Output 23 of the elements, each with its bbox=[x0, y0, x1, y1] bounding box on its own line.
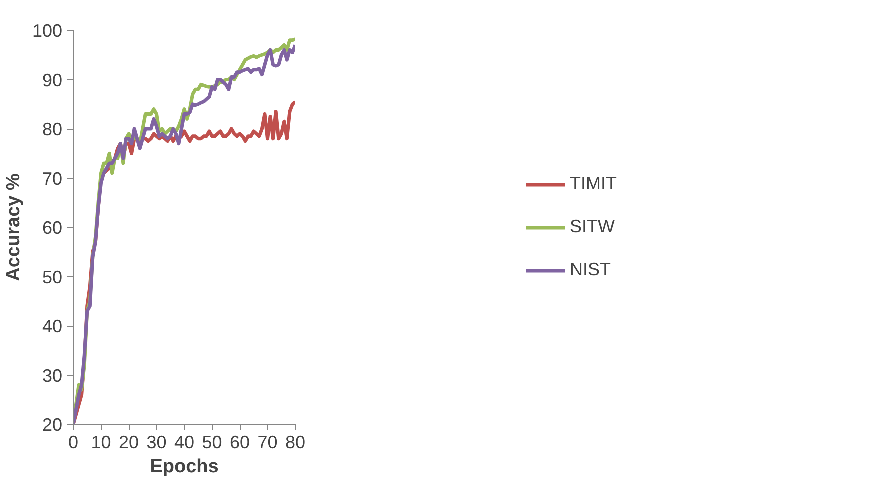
x-tick-label: 50 bbox=[202, 432, 222, 452]
y-tick-label: 100 bbox=[32, 21, 63, 41]
y-axis-title: Accuracy % bbox=[3, 174, 24, 282]
x-tick-label: 10 bbox=[91, 432, 112, 452]
x-tick-label: 30 bbox=[146, 432, 167, 452]
x-tick-label: 40 bbox=[174, 432, 195, 452]
x-tick-label: 60 bbox=[230, 432, 250, 452]
legend-label: NIST bbox=[570, 260, 612, 280]
y-tick-label: 30 bbox=[42, 366, 63, 386]
y-tick-label: 40 bbox=[42, 316, 63, 336]
x-tick-label: 70 bbox=[258, 432, 278, 452]
legend-label: TIMIT bbox=[570, 174, 618, 194]
x-tick-label: 0 bbox=[68, 432, 79, 452]
y-tick-label: 90 bbox=[42, 70, 63, 90]
legend-label: SITW bbox=[570, 216, 616, 238]
y-tick-label: 80 bbox=[42, 120, 63, 140]
y-tick-label: 60 bbox=[42, 218, 63, 238]
x-tick-label: 80 bbox=[285, 432, 306, 452]
y-tick-label: 70 bbox=[42, 168, 63, 189]
x-tick-label: 20 bbox=[118, 432, 140, 452]
y-tick-label: 50 bbox=[42, 267, 63, 288]
y-tick-label: 20 bbox=[42, 415, 63, 435]
x-axis-title: Epochs bbox=[150, 456, 219, 478]
